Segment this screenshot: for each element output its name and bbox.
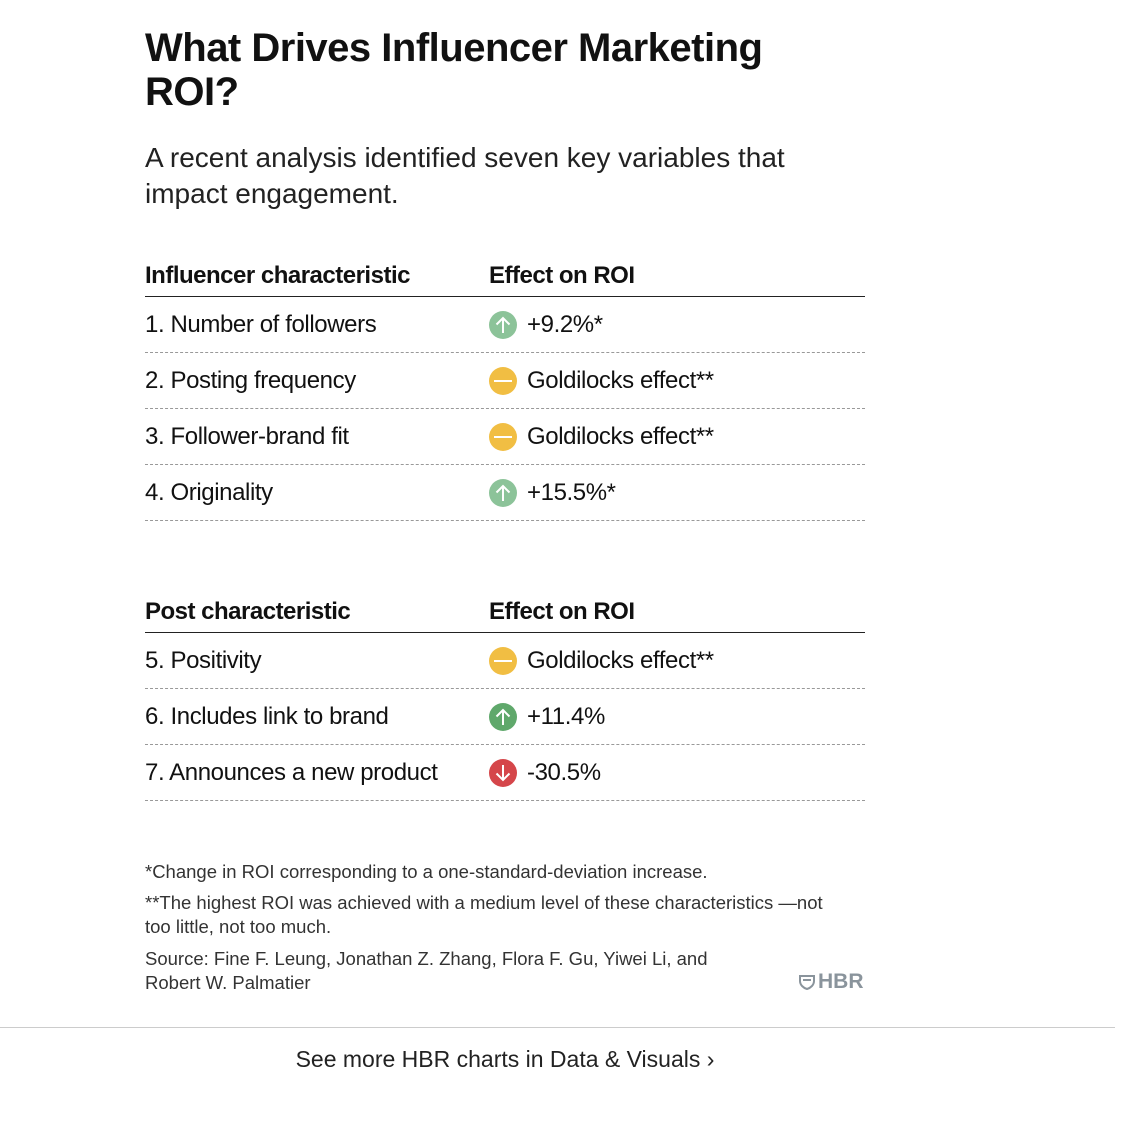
table-row: 4. Originality +15.5%* xyxy=(145,465,865,521)
effect-value: Goldilocks effect** xyxy=(527,366,714,394)
subtitle: A recent analysis identified seven key v… xyxy=(145,142,785,209)
characteristic-label: 3. Follower-brand fit xyxy=(145,422,349,450)
table-row: 7. Announces a new product -30.5% xyxy=(145,745,865,801)
arrow-up-icon xyxy=(489,478,517,507)
column-header-effect: Effect on ROI xyxy=(489,261,635,289)
minus-icon xyxy=(489,422,517,451)
table-row: 1. Number of followers +9.2%* xyxy=(145,297,865,353)
influencer-table: Influencer characteristic Effect on ROI 1.… xyxy=(145,255,865,521)
arrow-down-icon xyxy=(489,758,517,787)
column-header-effect: Effect on ROI xyxy=(489,597,635,625)
column-header-characteristic: Influencer characteristic xyxy=(145,261,410,289)
characteristic-label: 4. Originality xyxy=(145,478,273,506)
column-header-characteristic: Post characteristic xyxy=(145,597,351,625)
characteristic-label: 2. Posting frequency xyxy=(145,366,356,394)
logo-text: HBR xyxy=(818,970,864,993)
effect-value: +15.5%* xyxy=(527,478,616,506)
post-table: Post characteristic Effect on ROI 5. Posit… xyxy=(145,591,865,801)
data-visuals-link[interactable]: See more HBR charts in Data & Visuals › xyxy=(0,1046,1010,1073)
table-row: 6. Includes link to brand +11.4% xyxy=(145,689,865,745)
table-header: Influencer characteristic Effect on ROI xyxy=(145,255,865,297)
effect-value: Goldilocks effect** xyxy=(527,422,714,450)
link-label: See more HBR charts in Data & Visuals xyxy=(295,1046,701,1072)
divider xyxy=(0,1027,1115,1028)
minus-icon xyxy=(489,646,517,675)
table-header: Post characteristic Effect on ROI xyxy=(145,591,865,633)
footnote-1: *Change in ROI corresponding to a one-st… xyxy=(145,861,708,882)
shield-icon xyxy=(799,975,815,990)
characteristic-label: 6. Includes link to brand xyxy=(145,702,389,730)
minus-icon xyxy=(489,366,517,395)
chevron-right-icon: › xyxy=(706,1046,715,1072)
arrow-up-icon xyxy=(489,702,517,731)
table-row: 3. Follower-brand fit Goldilocks effect** xyxy=(145,409,865,465)
characteristic-label: 1. Number of followers xyxy=(145,310,377,338)
effect-value: Goldilocks effect** xyxy=(527,646,714,674)
page-title: What Drives Influencer Marketing ROI? xyxy=(145,26,763,114)
characteristic-label: 5. Positivity xyxy=(145,646,262,674)
footnote-2: **The highest ROI was achieved with a me… xyxy=(145,892,823,937)
effect-value: +11.4% xyxy=(527,702,605,730)
table-row: 2. Posting frequency Goldilocks effect** xyxy=(145,353,865,409)
effect-value: +9.2%* xyxy=(527,310,603,338)
hbr-logo: HBR xyxy=(799,970,864,994)
table-row: 5. Positivity Goldilocks effect** xyxy=(145,633,865,689)
source-note: Source: Fine F. Leung, Jonathan Z. Zhang… xyxy=(145,948,708,993)
characteristic-label: 7. Announces a new product xyxy=(145,758,438,786)
effect-value: -30.5% xyxy=(527,758,601,786)
arrow-up-icon xyxy=(489,310,517,339)
